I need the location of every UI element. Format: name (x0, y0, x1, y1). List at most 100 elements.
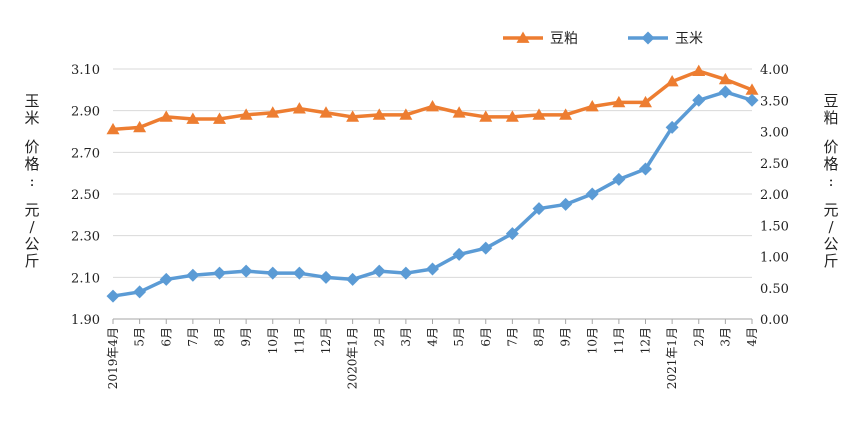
left-axis-tick-label: 2.70 (71, 146, 100, 161)
axis-label-char: / (29, 218, 35, 236)
axis-label-char: : (29, 172, 34, 190)
data-point (399, 108, 413, 120)
legend-marker (516, 31, 530, 43)
data-point (292, 102, 306, 114)
data-point (479, 110, 493, 122)
data-point (532, 108, 546, 120)
data-point (612, 172, 626, 186)
left-axis-tick-label: 2.90 (71, 105, 100, 120)
axis-label-char: : (828, 172, 833, 190)
axis-label-char: 格 (24, 155, 39, 173)
data-point (639, 95, 652, 108)
data-point (346, 272, 360, 286)
right-axis-tick-label: 1.50 (760, 219, 789, 234)
data-point (159, 272, 173, 286)
x-axis-tick-label: 2月 (692, 327, 706, 347)
data-point (213, 266, 226, 280)
data-point (559, 197, 573, 211)
axis-label-char: 价 (823, 138, 838, 156)
data-point (426, 262, 439, 276)
data-point (106, 289, 120, 303)
data-point (186, 268, 200, 282)
right-axis-tick-label: 1.00 (760, 251, 789, 266)
legend-item: 玉米 (628, 31, 703, 47)
x-axis-tick-label: 6月 (479, 327, 493, 347)
data-point (319, 106, 333, 118)
data-point (292, 266, 306, 280)
data-point (372, 108, 386, 120)
legend: 豆粕 玉米 (503, 31, 703, 47)
x-axis-tick-label: 5月 (452, 327, 466, 347)
data-point (452, 106, 466, 118)
axis-label-char: 斤 (24, 252, 39, 270)
data-point (665, 120, 679, 134)
x-axis-tick-label: 8月 (213, 327, 227, 347)
data-point (186, 112, 200, 124)
data-point (106, 122, 120, 135)
x-axis-tick-label: 10月 (266, 327, 280, 354)
x-axis-tick-label: 10月 (585, 327, 599, 354)
axes: 3.10 2.90 2.70 2.50 2.30 2.10 1.90 4.00 3.50 3.00… (71, 63, 789, 389)
x-axis-tick-label: 2020年1月 (346, 327, 360, 389)
series (106, 64, 759, 303)
data-point (612, 95, 626, 108)
data-point (585, 100, 599, 112)
left-axis-tick-label: 3.10 (71, 63, 100, 78)
x-axis-tick-label: 2月 (372, 327, 386, 347)
data-point (159, 110, 173, 122)
data-point (133, 285, 147, 299)
series-soybean-meal (106, 64, 759, 135)
right-axis-tick-label: 3.00 (760, 126, 789, 141)
left-axis-tick-label: 1.90 (71, 313, 100, 328)
right-axis-tick-label: 2.50 (760, 157, 789, 172)
right-axis-tick-label: 3.50 (760, 94, 789, 109)
axis-label-char: 格 (823, 155, 838, 173)
axis-label-char: 元 (24, 201, 39, 219)
data-point (239, 108, 253, 120)
data-point (266, 106, 280, 118)
data-point (399, 266, 413, 280)
axis-label-char: 玉 (24, 92, 39, 110)
axis-label-char: 斤 (823, 252, 838, 270)
right-axis-tick-label: 0.00 (760, 313, 789, 328)
series-corn (106, 85, 759, 303)
x-axis-tick-label: 3月 (718, 327, 732, 347)
data-point (745, 83, 759, 95)
data-point (692, 64, 706, 76)
data-point (213, 112, 226, 124)
x-axis-tick-label: 8月 (532, 327, 546, 347)
data-point (692, 93, 706, 107)
x-axis-tick-label: 9月 (239, 327, 253, 347)
data-point (479, 241, 493, 255)
axis-label-char: 价 (24, 138, 39, 156)
axis-label-char: 豆 (823, 92, 838, 110)
x-axis-tick-label: 4月 (426, 327, 440, 347)
left-axis-tick-label: 2.50 (71, 188, 100, 203)
axis-label-char: 粕 (823, 109, 838, 127)
x-axis-tick-label: 7月 (186, 327, 200, 347)
axis-label-char: 元 (823, 201, 838, 219)
legend-item: 豆粕 (503, 31, 578, 47)
data-point (585, 187, 599, 201)
x-axis-tick-label: 11月 (612, 327, 626, 354)
x-axis-tick-label: 3月 (399, 327, 413, 347)
x-axis-tick-label: 12月 (319, 327, 333, 354)
data-point (346, 110, 360, 122)
data-point (559, 108, 573, 120)
x-axis-tick-label: 2021年1月 (665, 327, 679, 389)
x-axis-tick-label: 6月 (159, 327, 173, 347)
left-axis-tick-label: 2.10 (71, 271, 100, 286)
legend-label: 豆粕 (550, 31, 578, 47)
data-point (639, 162, 652, 176)
data-point (745, 93, 759, 107)
x-axis-tick-label: 5月 (133, 327, 147, 347)
data-point (665, 75, 679, 87)
legend-marker (641, 31, 655, 45)
x-axis-tick-label: 11月 (292, 327, 306, 354)
data-point (319, 270, 333, 284)
axis-label-char: 公 (24, 235, 39, 253)
axis-label-char: 米 (24, 109, 39, 127)
